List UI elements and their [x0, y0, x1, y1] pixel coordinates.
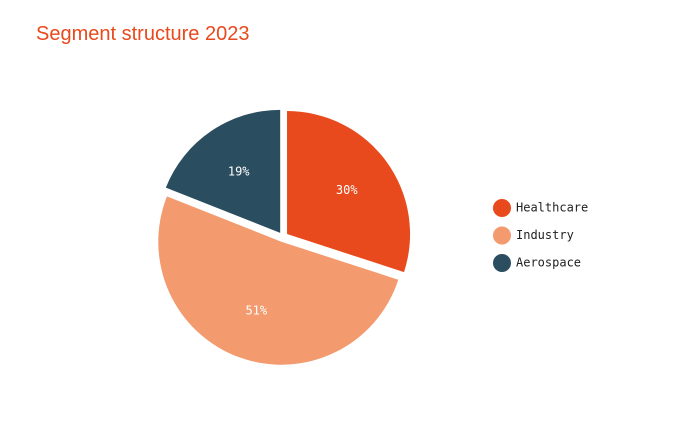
- pie-slice: [158, 196, 399, 365]
- legend-swatch: [493, 226, 511, 245]
- legend-label: Healthcare: [516, 201, 588, 215]
- legend-swatch: [493, 199, 511, 217]
- legend-swatch: [493, 254, 511, 272]
- pie-slice: [287, 111, 411, 273]
- legend-label: Aerospace: [516, 256, 581, 270]
- value-label: 19%: [228, 164, 250, 178]
- value-label: 51%: [245, 304, 267, 318]
- legend-label: Industry: [516, 228, 574, 242]
- chart-title: Segment structure 2023: [36, 23, 249, 45]
- value-label: 30%: [336, 183, 358, 197]
- pie-slice: [165, 109, 281, 233]
